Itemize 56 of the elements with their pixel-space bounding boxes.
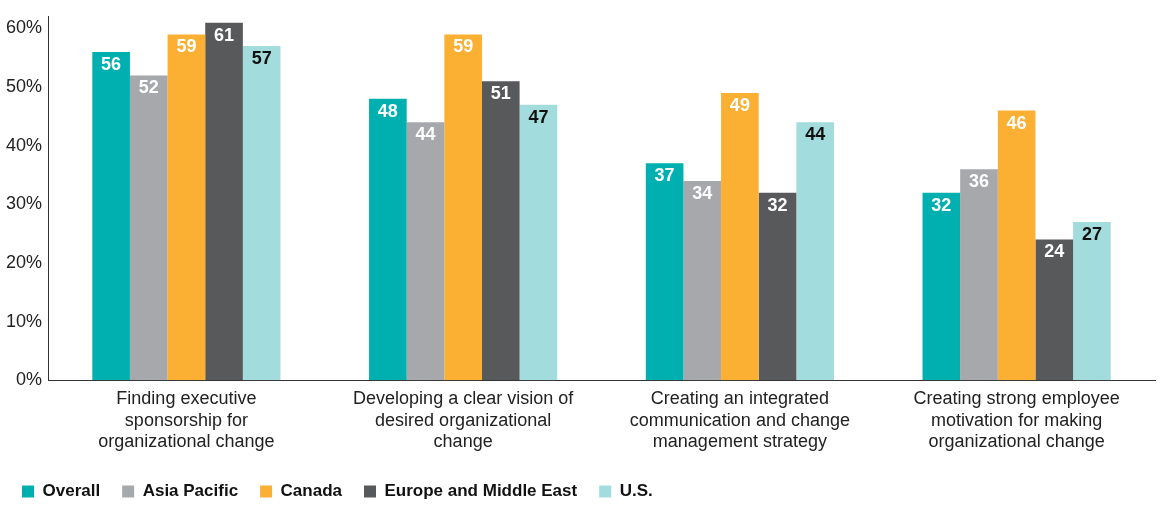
y-tick-label: 10% (6, 310, 43, 331)
y-tick-label: 50% (6, 76, 43, 97)
legend-label: Canada (280, 481, 343, 501)
data-label: 27 (1081, 223, 1102, 244)
bar (683, 180, 722, 381)
legend-label: Asia Pacific (142, 481, 239, 501)
data-label: 52 (138, 77, 159, 98)
data-label: 57 (251, 48, 272, 69)
bar (721, 93, 759, 381)
y-tick-label: 40% (6, 134, 43, 155)
bar (481, 81, 520, 381)
data-label: 44 (415, 124, 436, 145)
bar (167, 34, 206, 381)
bar (242, 46, 281, 381)
bar (758, 192, 797, 381)
x-tick-label: Developing a clear vision of desired organizational change (353, 387, 575, 452)
x-tick-label: Creating strong employee motivation for making organizational change (913, 387, 1120, 452)
bar (922, 192, 961, 381)
bar (645, 163, 684, 381)
bar (1035, 239, 1074, 381)
data-label: 46 (1006, 112, 1027, 133)
data-label: 32 (767, 194, 788, 215)
bar (997, 110, 1036, 381)
data-label: 49 (729, 94, 750, 115)
bar (444, 34, 482, 381)
y-tick-label: 60% (6, 17, 43, 38)
bar (960, 169, 998, 381)
y-tick-label: 20% (6, 251, 43, 272)
bar (406, 122, 445, 381)
legend-label: U.S. (619, 481, 653, 501)
bar (796, 122, 834, 381)
x-tick-label: Finding executive sponsorship for organizational change (98, 387, 275, 452)
bar (92, 51, 130, 381)
x-tick-label: Creating an integrated communication and change management strategy (629, 387, 850, 452)
data-label: 37 (654, 165, 675, 186)
data-label: 32 (931, 194, 952, 215)
legend-label: Europe and Middle East (384, 481, 578, 501)
data-label: 56 (101, 53, 122, 74)
data-label: 24 (1044, 241, 1065, 262)
data-label: 34 (692, 182, 713, 203)
data-label: 36 (968, 171, 990, 192)
y-tick-label: 30% (6, 193, 43, 214)
bar (1073, 221, 1111, 381)
data-label: 47 (528, 106, 549, 127)
bar (519, 104, 558, 381)
y-tick-label: 0% (16, 369, 43, 390)
bar (205, 22, 243, 381)
bar (129, 75, 168, 381)
data-label: 61 (214, 24, 235, 45)
data-label: 51 (490, 83, 511, 104)
data-label: 44 (805, 124, 826, 145)
bar (369, 98, 407, 381)
data-label: 59 (176, 36, 197, 57)
legend-label: Overall (42, 481, 101, 501)
data-label: 59 (453, 36, 474, 57)
data-label: 48 (377, 100, 398, 121)
